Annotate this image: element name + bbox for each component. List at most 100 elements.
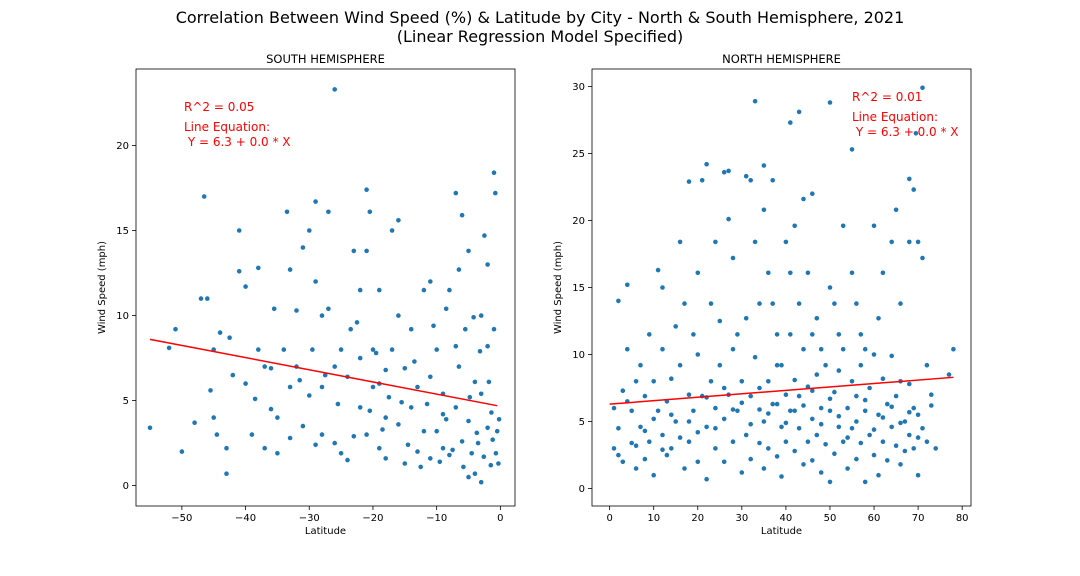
- south-data-point: [281, 347, 287, 352]
- south-data-point: [467, 394, 473, 400]
- north-data-point: [669, 376, 674, 382]
- north-y-tick-label: 5: [579, 417, 585, 428]
- south-data-point: [211, 415, 216, 420]
- north-data-point: [907, 409, 912, 415]
- north-data-point: [849, 270, 855, 276]
- north-data-point: [730, 407, 736, 412]
- south-data-point: [300, 423, 306, 429]
- north-data-point: [761, 466, 767, 471]
- north-data-point: [832, 301, 837, 306]
- north-data-point: [801, 403, 806, 408]
- suptitle-line-1: Correlation Between Wind Speed (%) & Lat…: [175, 8, 905, 27]
- north-data-point: [788, 270, 793, 276]
- south-data-point: [494, 428, 500, 434]
- north-data-point: [845, 435, 850, 440]
- south-data-point: [496, 461, 501, 466]
- north-data-point: [748, 393, 753, 399]
- north-data-point: [774, 362, 780, 368]
- north-data-point: [871, 352, 877, 357]
- south-data-point: [485, 425, 490, 431]
- north-x-tick-label: 0: [606, 513, 612, 524]
- north-y-tick-label: 15: [572, 283, 585, 294]
- south-data-point: [284, 209, 290, 215]
- south-data-point: [489, 410, 494, 415]
- north-data-point: [713, 446, 718, 451]
- north-data-point: [633, 443, 639, 449]
- north-data-point: [770, 401, 775, 407]
- north-data-point: [858, 440, 864, 446]
- south-data-point: [354, 320, 360, 325]
- south-data-point: [415, 449, 420, 454]
- south-data-point: [466, 474, 471, 480]
- north-data-point: [805, 270, 811, 276]
- south-data-point: [351, 248, 357, 254]
- north-data-point: [783, 239, 789, 245]
- north-data-point: [655, 408, 661, 414]
- south-data-point: [357, 355, 363, 361]
- north-data-point: [660, 432, 665, 438]
- south-data-point: [402, 366, 408, 371]
- south-data-point: [214, 432, 220, 437]
- north-data-point: [713, 239, 718, 245]
- north-data-point: [783, 439, 789, 445]
- south-data-point: [478, 391, 484, 397]
- south-data-point: [255, 347, 261, 352]
- south-axes-frame: [135, 68, 516, 507]
- north-data-point: [717, 318, 723, 324]
- north-data-point: [686, 179, 692, 184]
- south-data-point: [370, 384, 376, 390]
- south-regression-line: [149, 338, 498, 407]
- north-data-point: [642, 456, 648, 462]
- south-x-tick-label: 0: [497, 513, 503, 524]
- north-regression-line: [609, 376, 954, 405]
- south-data-point: [477, 349, 483, 354]
- north-data-point: [818, 421, 824, 427]
- south-data-point: [421, 428, 427, 434]
- south-data-point: [482, 233, 487, 238]
- north-data-point: [673, 324, 678, 329]
- north-data-point: [660, 447, 665, 453]
- north-data-point: [907, 381, 912, 387]
- south-data-point: [383, 415, 389, 420]
- south-data-point: [230, 372, 236, 378]
- north-data-point: [898, 301, 903, 306]
- south-data-point: [428, 374, 433, 380]
- south-data-point: [490, 437, 496, 443]
- north-data-point: [889, 239, 894, 245]
- north-data-point: [792, 448, 797, 454]
- north-data-point: [739, 470, 745, 475]
- south-data-point: [405, 442, 411, 448]
- north-x-tick-label: 30: [735, 513, 748, 524]
- north-data-point: [752, 98, 758, 104]
- north-data-point: [836, 413, 842, 419]
- south-data-point: [297, 377, 303, 383]
- north-data-point: [743, 316, 749, 321]
- south-data-point: [380, 427, 385, 432]
- north-data-point: [827, 396, 833, 402]
- south-data-point: [217, 330, 223, 335]
- south-data-point: [287, 435, 293, 441]
- north-data-point: [880, 270, 886, 276]
- south-data-point: [478, 313, 484, 318]
- north-data-point: [686, 439, 692, 445]
- south-data-point: [307, 393, 312, 398]
- north-data-point: [915, 412, 921, 418]
- north-data-point: [682, 301, 687, 306]
- north-data-point: [862, 479, 868, 485]
- north-data-point: [801, 462, 806, 467]
- south-data-point: [243, 284, 248, 289]
- north-data-point: [616, 426, 621, 431]
- north-data-point: [774, 332, 780, 337]
- south-x-tick-label: −50: [171, 513, 192, 524]
- south-data-point: [402, 461, 408, 466]
- north-data-point: [889, 353, 894, 359]
- south-y-tick-label: 10: [116, 311, 129, 322]
- north-data-point: [814, 316, 820, 321]
- south-data-point: [466, 418, 471, 424]
- north-data-point: [924, 439, 930, 445]
- south-data-point: [493, 451, 499, 456]
- south-data-point: [459, 439, 465, 444]
- north-data-point: [893, 443, 899, 449]
